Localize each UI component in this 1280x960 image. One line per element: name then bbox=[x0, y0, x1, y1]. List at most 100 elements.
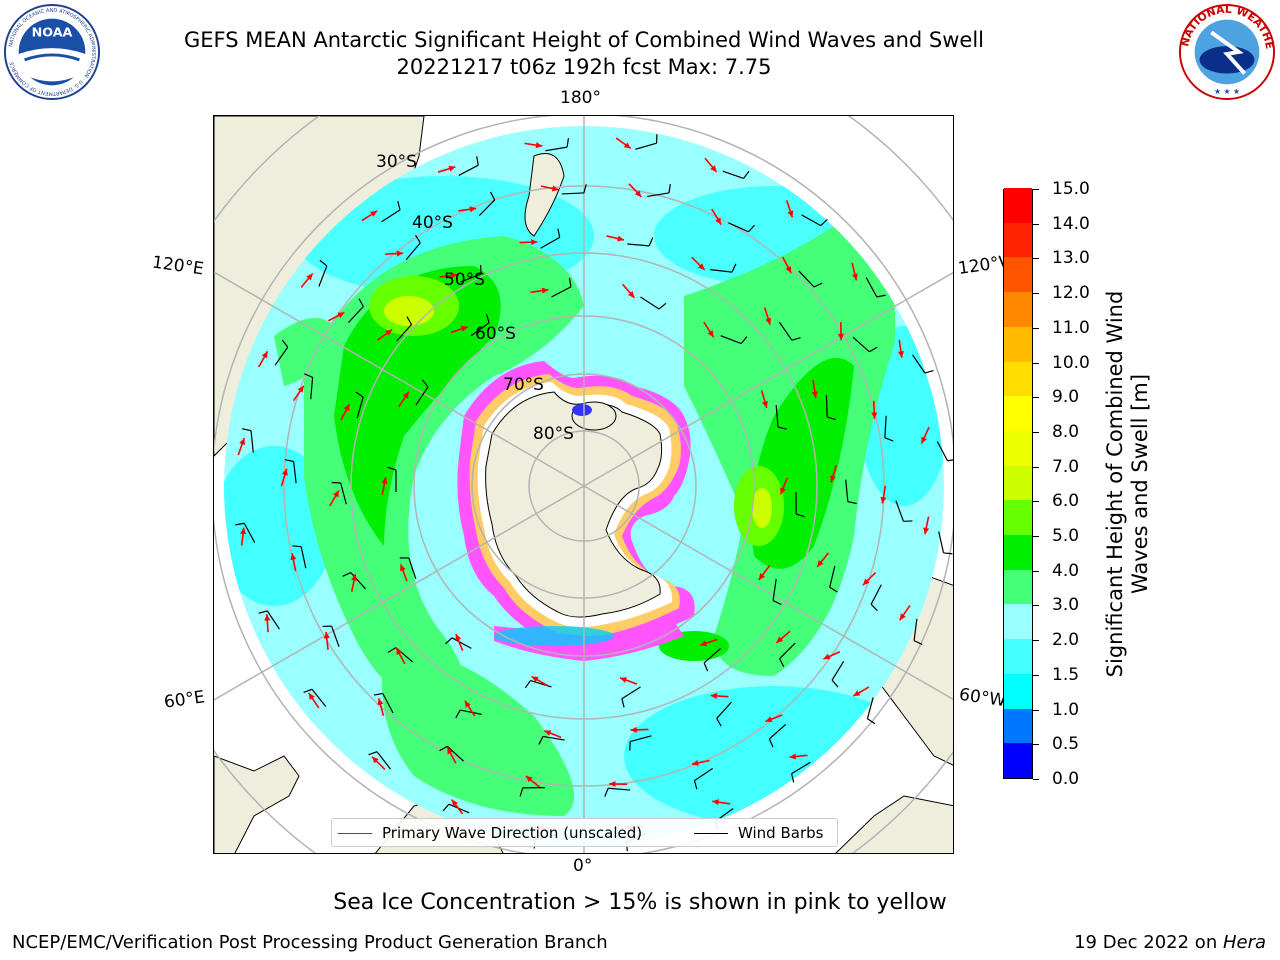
colorbar-tick bbox=[1033, 570, 1039, 572]
host-name: Hera bbox=[1222, 932, 1266, 953]
colorbar-tick bbox=[1033, 501, 1039, 503]
colorbar-segment bbox=[1004, 361, 1032, 397]
wind-barb bbox=[242, 428, 254, 453]
wind-barb bbox=[524, 679, 552, 689]
wind-barb bbox=[795, 491, 805, 518]
wind-barb bbox=[693, 767, 714, 790]
wave-arrow bbox=[450, 325, 469, 334]
wave-arrow bbox=[630, 726, 649, 733]
lat-label-60s: 60°S bbox=[475, 324, 516, 344]
graticule bbox=[214, 116, 953, 853]
forecast-subtitle: 20221217 t06z 192h fcst Max: 7.75 bbox=[396, 55, 772, 79]
legend-barb-label: Wind Barbs bbox=[738, 824, 824, 842]
wave-arrow bbox=[258, 350, 269, 368]
chart-title: GEFS MEAN Antarctic Significant Height o… bbox=[183, 28, 985, 52]
wind-barb bbox=[865, 277, 886, 298]
colorbar-tick bbox=[1033, 258, 1039, 260]
colorbar-segment bbox=[1004, 465, 1032, 501]
wave-arrow bbox=[615, 137, 632, 150]
wave-arrow bbox=[760, 390, 768, 409]
wave-arrow bbox=[622, 283, 636, 299]
wave-arrow bbox=[862, 571, 877, 586]
wind-barb bbox=[415, 379, 429, 406]
colorbar-tick-label: 4.0 bbox=[1052, 560, 1080, 581]
wind-barb bbox=[455, 709, 482, 719]
wave-arrow bbox=[923, 516, 930, 535]
wave-arrow bbox=[837, 322, 845, 341]
wave-arrow bbox=[237, 437, 246, 456]
wind-barb bbox=[355, 391, 364, 419]
wave-arrow bbox=[439, 272, 458, 279]
wind-barb bbox=[831, 661, 845, 688]
wind-barb bbox=[779, 642, 796, 667]
noaa-logo-text: NOAA bbox=[32, 25, 73, 40]
colorbar-tick-label: 15.0 bbox=[1052, 179, 1090, 199]
lat-label-80s: 80°S bbox=[533, 424, 574, 444]
colorbar-tick-label: 10.0 bbox=[1052, 352, 1090, 373]
antarctica bbox=[457, 361, 695, 661]
colorbar-tick-label: 5.0 bbox=[1052, 526, 1080, 547]
colorbar-tick bbox=[1033, 223, 1039, 225]
legend-item-wind-barbs: Wind Barbs bbox=[694, 823, 823, 843]
colorbar-segment bbox=[1004, 673, 1032, 709]
wave-arrow bbox=[530, 287, 549, 294]
wave-arrow bbox=[451, 799, 464, 815]
noaa-logo-icon: NOAA NATIONAL OCEANIC AND ATMOSPHERIC AD… bbox=[3, 3, 101, 101]
wind-barb bbox=[884, 415, 894, 442]
nws-logo-icon: NATIONAL WEATHER SERVICE ★ ★ ★ bbox=[1178, 3, 1276, 101]
wind-barb bbox=[519, 786, 545, 797]
wave-arrow bbox=[300, 273, 314, 288]
colorbar-segment bbox=[1004, 326, 1032, 362]
wave-arrow bbox=[816, 552, 830, 568]
wind-barb bbox=[235, 522, 256, 543]
lat-label-30s: 30°S bbox=[376, 152, 417, 172]
wind-barb bbox=[540, 228, 561, 249]
wind-barb bbox=[258, 610, 280, 630]
wind-barb bbox=[405, 234, 421, 261]
colorbar-segment bbox=[1004, 569, 1032, 605]
wave-arrow bbox=[691, 256, 706, 271]
wind-barb bbox=[722, 170, 750, 180]
wind-barb bbox=[470, 314, 490, 337]
wind-barb bbox=[825, 395, 837, 421]
colorbar-tick bbox=[1033, 640, 1039, 642]
wind-barb bbox=[342, 572, 366, 590]
colorbar-segment bbox=[1004, 708, 1032, 744]
wave-arrow bbox=[350, 573, 358, 592]
wind-barb bbox=[913, 618, 923, 646]
wind-barb bbox=[381, 200, 401, 223]
wave-arrow bbox=[399, 564, 408, 582]
wave-arrow bbox=[609, 780, 628, 788]
colorbar-tick bbox=[1033, 536, 1039, 538]
wind-barb bbox=[866, 697, 876, 725]
colorbar-segment bbox=[1004, 534, 1032, 570]
wave-arrow bbox=[829, 464, 838, 483]
wind-barb bbox=[938, 531, 953, 555]
wind-barb bbox=[640, 296, 667, 310]
wave-arrow bbox=[458, 206, 477, 213]
wind-barb bbox=[775, 405, 787, 430]
colorbar-tick bbox=[1033, 709, 1039, 711]
wind-barb bbox=[318, 259, 328, 287]
wind-barb bbox=[895, 500, 913, 522]
wind-barb bbox=[292, 545, 307, 569]
colorbar-tick-label: 12.0 bbox=[1052, 283, 1090, 304]
colorbar-segment bbox=[1004, 187, 1032, 223]
wave-arrow bbox=[775, 630, 791, 644]
wave-arrow bbox=[691, 759, 710, 766]
polar-map bbox=[213, 115, 954, 854]
wind-barb bbox=[798, 270, 823, 288]
wave-arrow bbox=[712, 799, 731, 806]
wave-arrow bbox=[758, 565, 771, 581]
wave-arrow bbox=[323, 631, 330, 650]
colorbar-tick-label: 2.0 bbox=[1052, 630, 1080, 651]
wave-arrow bbox=[811, 380, 818, 399]
wind-barb bbox=[635, 134, 658, 150]
wind-barb bbox=[852, 336, 878, 353]
wave-arrow bbox=[361, 210, 378, 222]
wind-barb bbox=[538, 735, 565, 745]
wave-arrow bbox=[264, 614, 271, 633]
colorbar-tick bbox=[1033, 744, 1039, 746]
legend-item-wave-direction: Primary Wave Direction (unscaled) bbox=[338, 823, 642, 843]
wave-arrow bbox=[871, 400, 878, 419]
